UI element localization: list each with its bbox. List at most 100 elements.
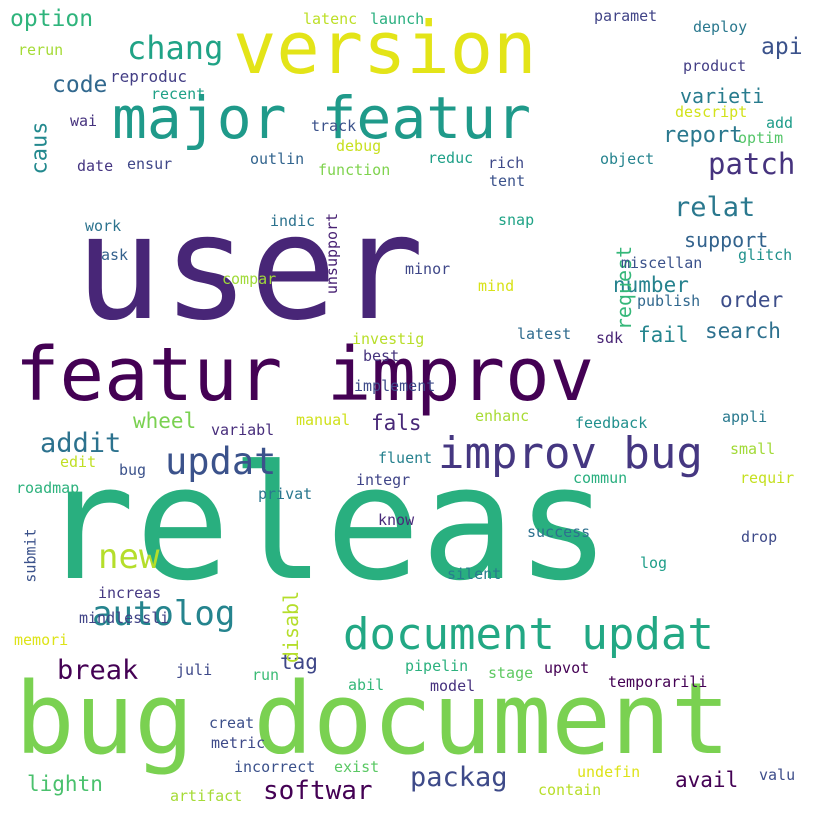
word-model: model <box>430 677 476 695</box>
word-outlin: outlin <box>250 150 305 168</box>
word-version: version <box>233 6 537 90</box>
word-work: work <box>85 217 122 235</box>
word-number: number <box>613 273 689 297</box>
word-tent: tent <box>489 172 526 190</box>
word-edit: edit <box>60 453 97 471</box>
word-appli: appli <box>722 408 768 426</box>
word-variabl: variabl <box>211 421 275 439</box>
word-api: api <box>761 34 803 60</box>
word-add: add <box>766 114 794 132</box>
word-know: know <box>378 511 415 529</box>
word-fals: fals <box>371 411 422 435</box>
word-abil: abil <box>348 676 385 694</box>
word-function: function <box>318 161 391 179</box>
word-requir: requir <box>740 469 795 487</box>
word-integr: integr <box>356 471 411 489</box>
word-investig: investig <box>352 330 425 348</box>
word-privat: privat <box>258 485 313 503</box>
word-deploy: deploy <box>693 18 748 36</box>
word-reduc: reduc <box>428 149 474 167</box>
word-descript: descript <box>675 103 748 121</box>
word-ensur: ensur <box>127 155 173 173</box>
word-small: small <box>730 440 776 458</box>
word-bug: bug <box>119 461 147 479</box>
word-autolog: autolog <box>92 594 236 634</box>
word-undefin: undefin <box>577 763 641 781</box>
word-compar: compar <box>222 270 277 288</box>
word-latest: latest <box>517 325 572 343</box>
word-contain: contain <box>538 781 602 799</box>
word-implement: implement <box>354 377 436 395</box>
word-disabl: disabl <box>279 590 304 664</box>
word-mind: mind <box>478 277 515 295</box>
word-feedback: feedback <box>575 414 648 432</box>
word-snap: snap <box>498 211 535 229</box>
word-document-updat: document updat <box>343 609 714 660</box>
word-mindlessli: mindlessli <box>79 609 170 627</box>
word-varieti: varieti <box>680 84 765 108</box>
word-paramet: paramet <box>594 7 658 25</box>
word-support: support <box>684 228 769 252</box>
word-track: track <box>311 117 357 135</box>
word-latenc: latenc <box>303 10 358 28</box>
word-user: user <box>75 184 425 353</box>
word-fluent: fluent <box>378 449 433 467</box>
word-object: object <box>600 150 655 168</box>
word-memori: memori <box>14 631 69 649</box>
word-enhanc: enhanc <box>475 407 530 425</box>
word-drop: drop <box>741 528 778 546</box>
word-date: date <box>77 157 114 175</box>
word-rerun: rerun <box>18 41 64 59</box>
word-creat: creat <box>209 714 255 732</box>
word-publish: publish <box>637 292 701 310</box>
word-option: option <box>10 6 94 32</box>
word-log: log <box>640 554 668 572</box>
word-exist: exist <box>334 758 380 776</box>
word-code: code <box>52 72 108 98</box>
word-launch: launch <box>370 10 425 28</box>
word-chang: chang <box>127 29 224 67</box>
word-glitch: glitch <box>738 246 793 264</box>
word-caus: caus <box>27 121 53 175</box>
word-tag: tag <box>280 650 318 674</box>
word-wheel: wheel <box>133 409 197 433</box>
word-run: run <box>252 666 280 684</box>
word-miscellan: miscellan <box>621 254 703 272</box>
word-wai: wai <box>70 112 98 130</box>
word-relat: relat <box>674 192 756 223</box>
word-upvot: upvot <box>544 659 590 677</box>
word-search: search <box>705 319 781 343</box>
word-juli: juli <box>176 661 213 679</box>
word-recent: recent <box>151 85 206 103</box>
word-avail: avail <box>675 768 739 792</box>
word-featur-improv: featur improv <box>15 332 595 418</box>
word-stage: stage <box>488 664 534 682</box>
word-report: report <box>663 123 743 148</box>
word-manual: manual <box>296 411 351 429</box>
word-sdk: sdk <box>596 329 624 347</box>
word-roadmap: roadmap <box>16 479 80 497</box>
word-rich: rich <box>488 154 525 172</box>
word-debug: debug <box>336 137 382 155</box>
word-incorrect: incorrect <box>234 758 316 776</box>
word-pipelin: pipelin <box>405 657 469 675</box>
word-updat: updat <box>165 440 277 483</box>
word-silent: silent <box>447 565 502 583</box>
word-commun: commun <box>573 469 628 487</box>
word-metric: metric <box>211 734 266 752</box>
word-lightn: lightn <box>27 772 103 796</box>
word-packag: packag <box>410 762 508 793</box>
word-product: product <box>683 57 747 75</box>
word-minor: minor <box>405 260 451 278</box>
word-break: break <box>57 655 139 686</box>
word-patch: patch <box>708 147 796 181</box>
word-unsupport: unsupport <box>323 212 342 295</box>
word-success: success <box>527 523 591 541</box>
word-order: order <box>720 288 784 312</box>
word-best: best <box>363 347 400 365</box>
word-major-featur: major featur <box>112 84 532 152</box>
word-improv-bug: improv bug <box>438 428 703 479</box>
word-optim: optim <box>738 129 784 147</box>
word-increas: increas <box>98 584 162 602</box>
